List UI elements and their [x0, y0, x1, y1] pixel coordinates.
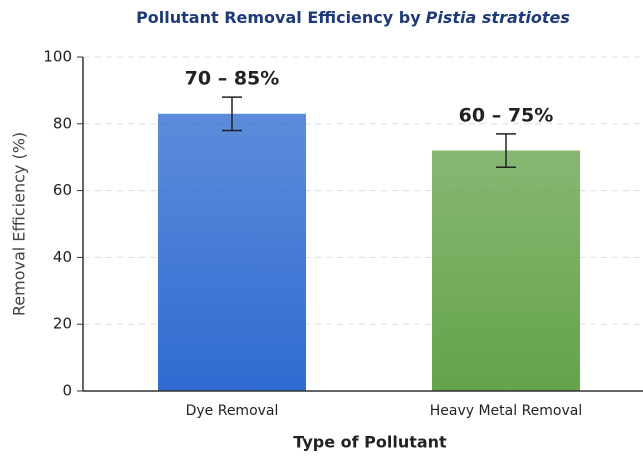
y-tick-label: 60: [53, 181, 72, 199]
y-tick-label: 40: [53, 248, 72, 266]
y-tick-label: 20: [53, 315, 72, 333]
mark-layer: [158, 96, 580, 391]
x-tick-label: Heavy Metal Removal: [430, 403, 583, 419]
range-annotation: 70 – 85%: [185, 68, 280, 90]
y-axis-label: Removal Efficiency (%): [10, 132, 29, 316]
error-bar: [222, 96, 242, 132]
x-axis-label: Type of Pollutant: [293, 433, 447, 452]
y-tick-label: 0: [62, 382, 72, 400]
title-main: Pollutant Removal Efficiency by: [136, 8, 421, 27]
error-bar: [496, 133, 516, 168]
y-tick-label: 100: [43, 48, 72, 66]
range-annotation: 60 – 75%: [459, 104, 554, 126]
y-tick-label: 80: [53, 114, 72, 132]
bar: [432, 150, 580, 391]
bar: [158, 113, 306, 391]
x-tick-label: Dye Removal: [186, 403, 279, 419]
chart-title: Pollutant Removal Efficiency by Pistia st…: [136, 8, 570, 27]
title-species: Pistia stratiotes: [426, 8, 570, 27]
